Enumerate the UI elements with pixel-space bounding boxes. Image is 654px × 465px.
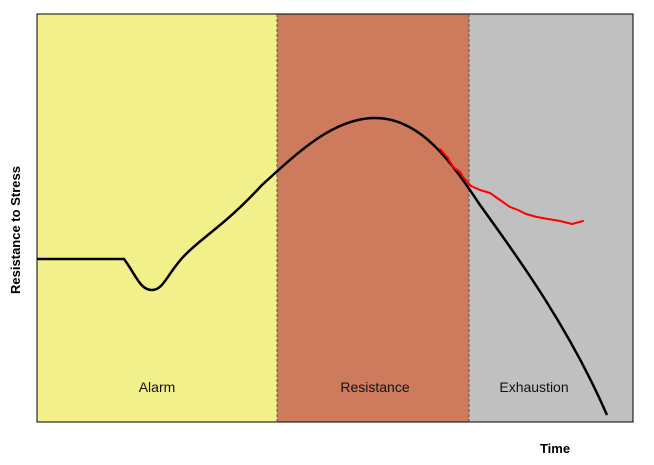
plot-frame [36, 13, 634, 423]
phase-label-alarm: Alarm [139, 379, 176, 395]
x-axis-label: Time [540, 441, 570, 456]
phase-label-resistance: Resistance [340, 379, 409, 395]
phase-region-resistance [277, 14, 469, 422]
phase-region-exhaustion [469, 14, 633, 422]
phase-region-alarm [37, 14, 277, 422]
alternate-exhaustion-curve [439, 148, 584, 225]
phase-label-exhaustion: Exhaustion [499, 379, 568, 395]
resistance-curve [37, 116, 609, 416]
y-axis-label: Resistance to Stress [8, 166, 23, 294]
